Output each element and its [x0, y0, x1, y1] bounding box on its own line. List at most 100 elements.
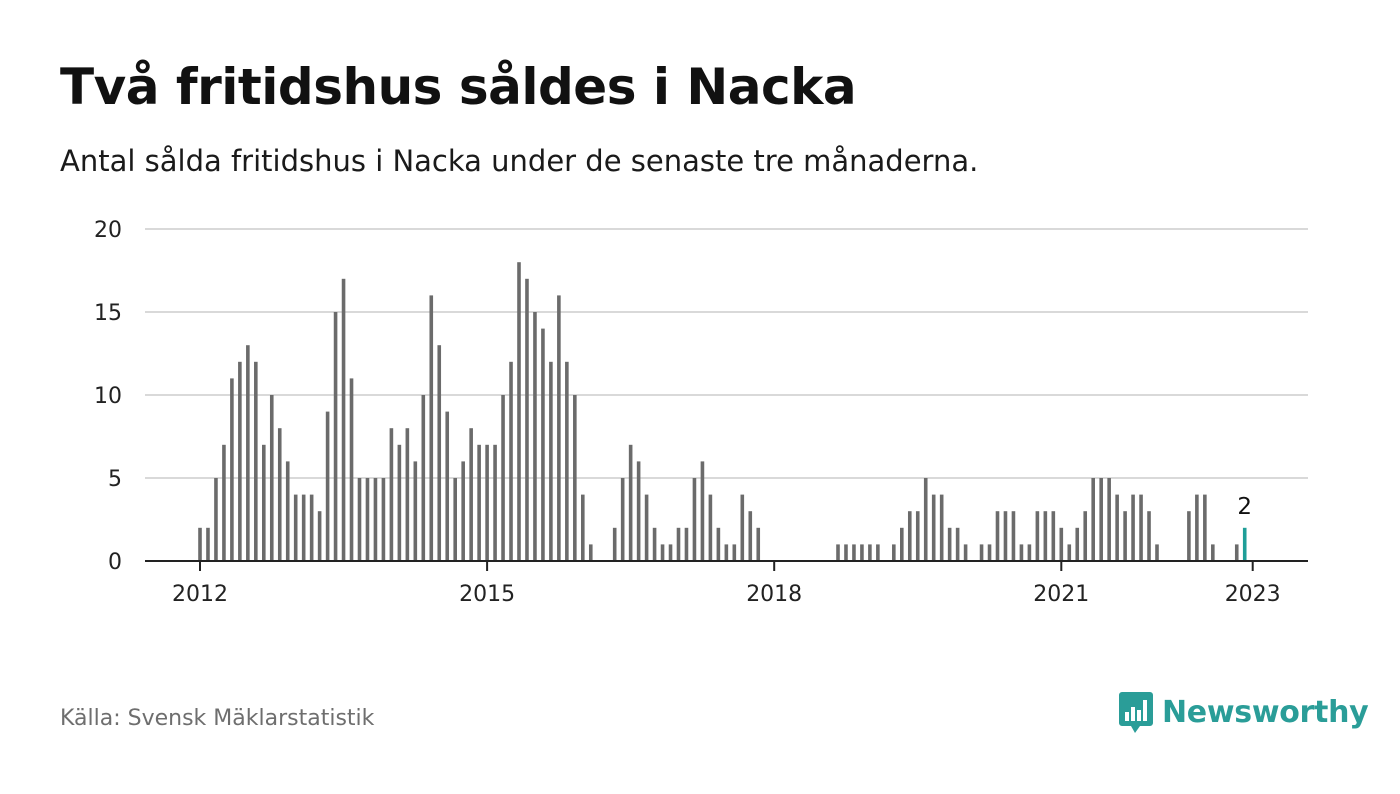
bar — [1083, 511, 1088, 561]
bar — [987, 544, 992, 561]
bar — [868, 544, 872, 561]
bar — [1059, 527, 1064, 561]
bar — [995, 511, 1000, 561]
bar — [254, 361, 258, 561]
bar — [876, 544, 880, 561]
bar — [477, 444, 481, 561]
bar — [1027, 544, 1032, 561]
bar — [1011, 511, 1016, 561]
x-axis: 2012 2015 2018 2021 2023 — [145, 560, 1308, 607]
bar — [1187, 511, 1191, 561]
bar — [692, 478, 697, 561]
bar — [269, 395, 274, 561]
grid-lines — [145, 228, 1308, 479]
bar — [644, 494, 649, 561]
bar — [445, 411, 450, 561]
bar — [222, 444, 226, 561]
bar — [373, 478, 378, 561]
bar — [676, 527, 681, 561]
bar — [588, 544, 593, 561]
bar — [557, 295, 561, 561]
y-tick-label-10: 10 — [94, 384, 122, 409]
y-tick-label-5: 5 — [108, 467, 122, 492]
bar — [923, 478, 928, 561]
bar — [1211, 544, 1215, 561]
bar — [892, 544, 896, 561]
bar — [732, 544, 737, 561]
bar — [206, 527, 210, 561]
bar — [309, 494, 314, 561]
bar — [397, 444, 402, 561]
bar — [1051, 511, 1056, 561]
bar — [860, 544, 864, 561]
bar — [246, 345, 250, 561]
bar — [1115, 494, 1119, 561]
bar — [230, 378, 234, 561]
bar — [429, 295, 434, 561]
bar — [684, 527, 689, 561]
bar — [1107, 478, 1111, 561]
bar — [1195, 494, 1199, 561]
bar — [525, 278, 529, 561]
bar — [238, 361, 242, 561]
bar — [501, 395, 505, 561]
bar — [708, 494, 713, 561]
bar — [756, 527, 761, 561]
bar — [333, 312, 338, 561]
bar — [716, 527, 721, 561]
bar — [341, 278, 346, 561]
chart-title: Två fritidshus såldes i Nacka — [60, 58, 857, 116]
bar — [214, 478, 218, 561]
x-tick-label-2021: 2021 — [1033, 582, 1089, 607]
bar — [293, 494, 298, 561]
bar — [700, 461, 705, 561]
bar — [1035, 511, 1040, 561]
bar — [748, 511, 753, 561]
x-tick-label-2015: 2015 — [459, 582, 515, 607]
bar — [628, 444, 633, 561]
bar — [1139, 494, 1143, 561]
bar — [852, 544, 856, 561]
bar — [844, 544, 848, 561]
bar — [357, 478, 362, 561]
bar — [963, 544, 968, 561]
newsworthy-logo[interactable]: Newsworthy — [1118, 690, 1369, 734]
bar — [931, 494, 936, 561]
bar — [533, 312, 537, 561]
bar-highlighted — [1242, 527, 1247, 561]
bar — [1155, 544, 1159, 561]
bar — [740, 494, 745, 561]
newsworthy-logo-text: Newsworthy — [1162, 694, 1369, 730]
bar — [198, 527, 202, 561]
bar — [900, 527, 904, 561]
bar — [485, 444, 489, 561]
x-tick-label-2018: 2018 — [746, 582, 802, 607]
bar — [301, 494, 306, 561]
bar — [907, 511, 912, 561]
bar — [381, 478, 386, 561]
bar — [620, 478, 625, 561]
bar — [565, 361, 569, 561]
bar — [285, 461, 290, 561]
bar — [939, 494, 944, 561]
source-text: Källa: Svensk Mäklarstatistik — [60, 706, 375, 731]
bar — [612, 527, 617, 561]
bar — [1019, 544, 1024, 561]
bar — [437, 345, 442, 561]
bar — [1099, 478, 1103, 561]
bar — [660, 544, 665, 561]
bar — [365, 478, 370, 561]
bar — [421, 395, 426, 561]
y-axis-labels: 0 5 10 15 20 — [94, 218, 122, 575]
bar — [573, 395, 577, 561]
bar — [413, 461, 418, 561]
bar — [1234, 544, 1239, 561]
bar — [668, 544, 673, 561]
bar — [493, 444, 497, 561]
bar — [1147, 511, 1151, 561]
last-value-label: 2 — [1237, 494, 1252, 520]
bar — [1003, 511, 1008, 561]
bar — [1043, 511, 1048, 561]
x-tick-label-2023: 2023 — [1225, 582, 1281, 607]
newsworthy-logo-icon — [1119, 692, 1153, 733]
